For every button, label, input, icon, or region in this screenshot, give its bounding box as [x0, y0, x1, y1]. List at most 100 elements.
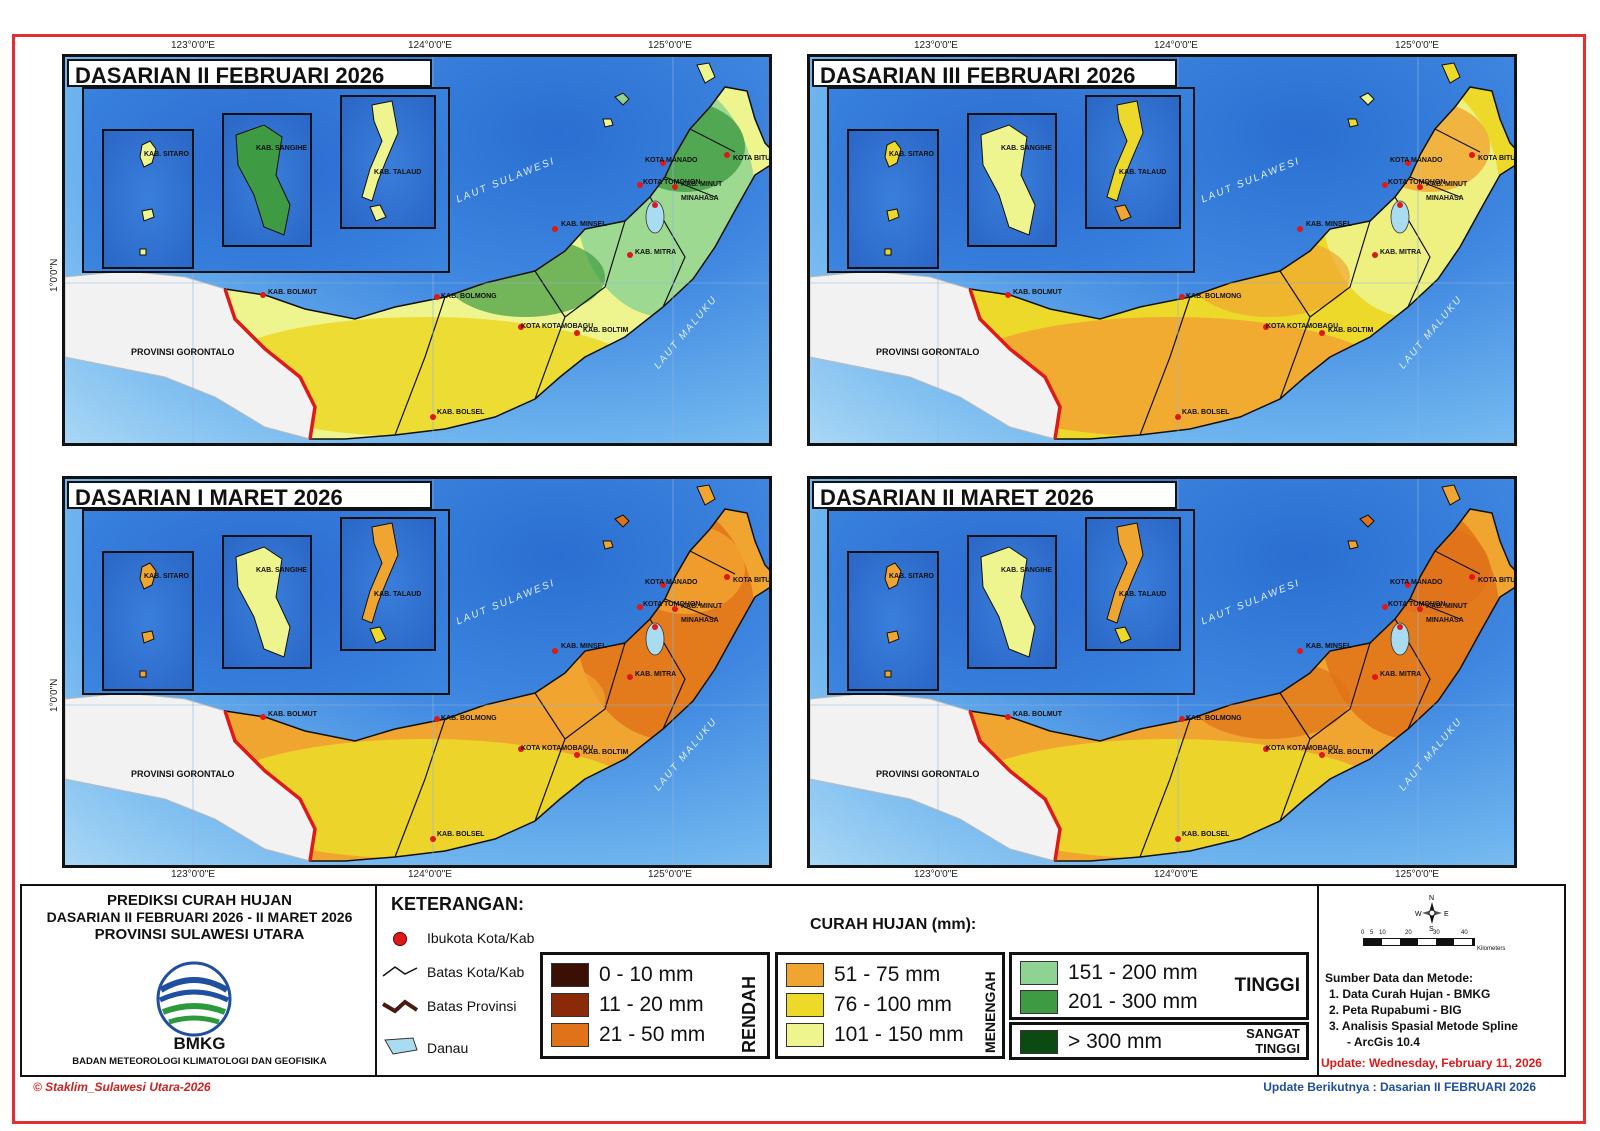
inset-sitaro: KAB. SITARO — [847, 551, 939, 691]
inset-talaud: KAB. TALAUD — [1085, 95, 1181, 229]
label-talaud: KAB. TALAUD — [374, 169, 422, 176]
label-sitaro: KAB. SITARO — [889, 151, 934, 158]
sangat-tinggi-label-2: TINGGI — [1255, 1041, 1300, 1056]
map-panel: KAB. SITARO KAB. SANGIHE KAB. TALAUD DASARI… — [807, 54, 1517, 446]
capital-marker — [1397, 202, 1403, 208]
island-talaud — [1106, 522, 1144, 624]
island — [696, 484, 716, 506]
city-label: KAB. MINSEL — [1306, 221, 1352, 228]
island — [369, 626, 387, 644]
scale-tick: 10 — [1379, 930, 1386, 936]
capital-marker — [1397, 624, 1403, 630]
class-label: 51 - 75 mm — [834, 963, 941, 986]
capital-marker — [672, 606, 678, 612]
island — [886, 208, 900, 222]
city-boundary — [394, 550, 736, 858]
island-talaud — [1106, 100, 1144, 202]
update-date: Update: Wednesday, February 11, 2026 — [1321, 1056, 1542, 1070]
city-label: KAB. BOLMUT — [268, 289, 317, 296]
lake — [1390, 200, 1410, 234]
inset-sitaro: KAB. SITARO — [847, 129, 939, 269]
island-inset: KAB. SITARO KAB. SANGIHE KAB. TALAUD — [827, 509, 1195, 695]
capital-marker — [1005, 714, 1011, 720]
class-label: > 300 mm — [1068, 1030, 1162, 1053]
label-talaud: KAB. TALAUD — [1119, 169, 1167, 176]
map-canvas — [65, 57, 769, 443]
city-label: KAB. BOLMONG — [441, 715, 497, 722]
capital-marker — [1469, 152, 1475, 158]
city-label: KOTA BITUNG — [1478, 577, 1516, 584]
capital-marker — [518, 324, 524, 330]
lon-tick-bottom: 125°0'0"E — [648, 869, 692, 880]
city-label: KOTA BITUNG — [1478, 155, 1516, 162]
city-label: KAB. BOLMONG — [1186, 293, 1242, 300]
city-label: KAB. MITRA — [1380, 671, 1422, 678]
island-inset: KAB. SITARO KAB. SANGIHE KAB. TALAUD — [827, 87, 1195, 273]
capital-marker — [724, 152, 730, 158]
capital-marker — [1319, 752, 1325, 758]
capital-marker — [552, 226, 558, 232]
capital-marker — [652, 624, 658, 630]
island — [614, 514, 630, 528]
city-label: KAB. MINUT — [681, 181, 723, 188]
capital-marker — [1372, 674, 1378, 680]
city-label: KAB. BOLMONG — [1186, 715, 1242, 722]
inset-sangihe: KAB. SANGIHE — [222, 535, 312, 669]
city-label: KOTA MANADO — [1390, 579, 1443, 586]
city-boundary-icon — [381, 964, 419, 983]
source-item: 3. Analisis Spasial Metode Spline — [1329, 1019, 1518, 1033]
city-label: KAB. BOLMUT — [268, 711, 317, 718]
source-block: N W E S 0 5 10 20 30 40 Kilometers Sumbe… — [1319, 886, 1564, 1075]
inset-sitaro: KAB. SITARO — [102, 129, 194, 269]
city-label: MINAHASA — [681, 617, 719, 624]
swatch-11-20 — [551, 993, 589, 1017]
island-talaud — [361, 522, 399, 624]
mainland-outline — [223, 508, 769, 862]
capital-marker — [1297, 226, 1303, 232]
panel-title: DASARIAN II FEBRUARI 2026 — [67, 59, 432, 88]
class-label: 11 - 20 mm — [599, 993, 704, 1016]
island — [141, 208, 155, 222]
next-update-text: Update Berikutnya : Dasarian II FEBRUARI… — [1263, 1080, 1536, 1094]
lon-tick-bottom: 124°0'0"E — [408, 869, 452, 880]
lon-tick-top: 125°0'0"E — [1395, 40, 1439, 51]
capital-marker — [260, 714, 266, 720]
svg-text:S: S — [1429, 926, 1434, 932]
island — [139, 670, 147, 678]
island-sitaro — [139, 140, 157, 168]
label-sitaro: KAB. SITARO — [144, 573, 189, 580]
island-sitaro — [884, 140, 902, 168]
island — [1347, 118, 1359, 128]
legend-block: KETERANGAN: Ibukota Kota/Kab Batas Kota/… — [377, 886, 1319, 1075]
city-label: KOTA KOTAMOBAGU — [521, 745, 594, 752]
legend-item-province-boundary: Batas Provinsi — [427, 998, 517, 1014]
capital-marker — [1175, 836, 1181, 842]
city-label: KOTA BITUNG — [733, 577, 771, 584]
island-talaud — [361, 100, 399, 202]
island — [1114, 204, 1132, 222]
island — [139, 248, 147, 256]
capital-marker — [637, 604, 643, 610]
menengah-label: MENENGAH — [982, 971, 998, 1053]
city-label: KOTA BITUNG — [733, 155, 771, 162]
city-boundary — [1139, 128, 1481, 436]
mainland-outline — [223, 86, 769, 440]
province-label: PROVINSI GORONTALO — [131, 347, 235, 357]
lat-tick: 1°0'0"N — [49, 678, 60, 712]
swatch-51-75 — [786, 963, 824, 987]
capital-marker — [430, 836, 436, 842]
map-panel: KAB. SITARO KAB. SANGIHE KAB. TALAUD DASARI… — [62, 54, 772, 446]
capital-marker — [1263, 746, 1269, 752]
capital-marker — [574, 752, 580, 758]
class-label: 76 - 100 mm — [834, 993, 952, 1016]
capital-marker — [627, 252, 633, 258]
agency-name: BADAN METEOROLOGI KLIMATOLOGI DAN GEOFIS… — [72, 1056, 327, 1067]
city-boundary — [1139, 550, 1481, 858]
lon-tick-top: 123°0'0"E — [171, 40, 215, 51]
capital-marker — [724, 574, 730, 580]
source-item: 2. Peta Rupabumi - BIG — [1329, 1003, 1462, 1017]
lon-tick-top: 123°0'0"E — [914, 40, 958, 51]
city-label: MINAHASA — [681, 195, 719, 202]
island — [884, 248, 892, 256]
swatch-101-150 — [786, 1023, 824, 1047]
